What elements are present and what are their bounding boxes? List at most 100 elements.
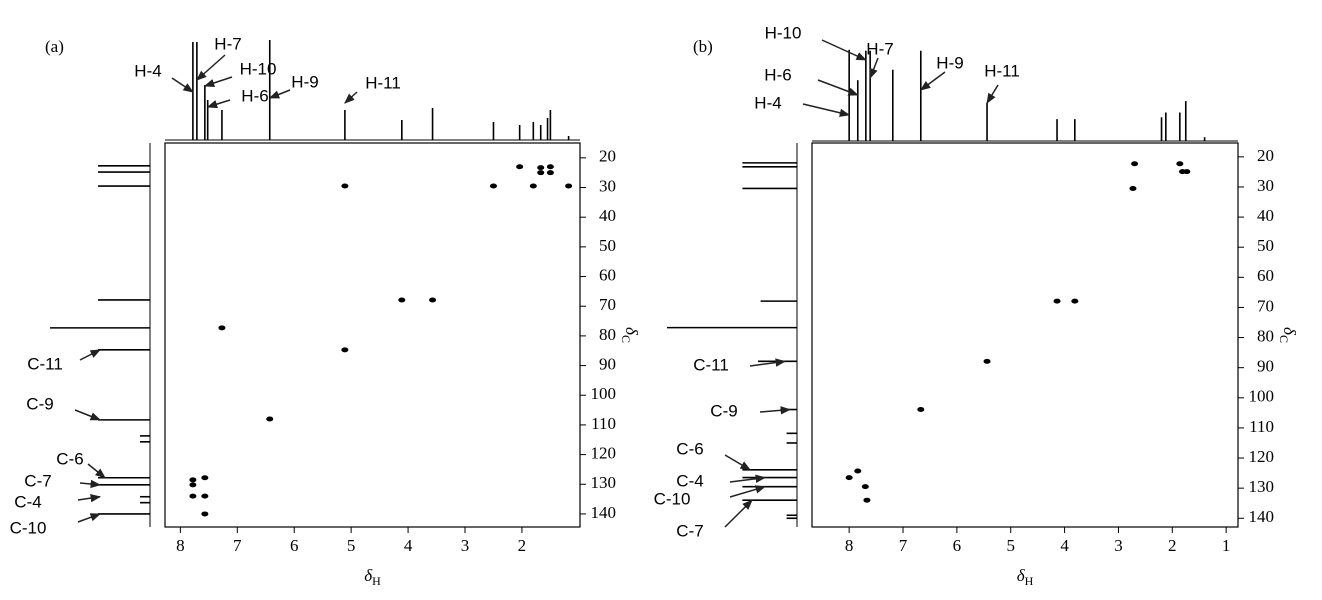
- x-tick-label: 5: [347, 536, 356, 555]
- c-annotation: C-7: [24, 471, 51, 490]
- annotation-arrow: [821, 39, 867, 61]
- x-tick-label: 7: [899, 536, 908, 555]
- c-annotation: C-11: [27, 354, 63, 373]
- annotation-arrow: [203, 76, 233, 88]
- y-tick-label: 50: [1257, 236, 1274, 255]
- x-tick-label: 6: [953, 536, 962, 555]
- y-tick-label: 40: [1257, 206, 1274, 225]
- annotation-arrow: [206, 99, 231, 109]
- cross-peak: [201, 493, 209, 499]
- annotation-arrow: [759, 406, 792, 415]
- y-axis-subscript: C: [1277, 335, 1291, 343]
- c-annotation: C-6: [676, 439, 703, 458]
- panel-label: (a): [45, 37, 64, 56]
- h-annotation: H-6: [241, 86, 268, 105]
- plot-frame: [811, 142, 1239, 528]
- cross-peak: [917, 407, 925, 413]
- annotation-arrow: [74, 409, 101, 421]
- h-annotation: H-11: [365, 73, 401, 92]
- annotation-arrow: [986, 84, 999, 104]
- x-axis-label: δH: [364, 566, 381, 588]
- y-tick-label: 130: [591, 473, 617, 492]
- annotation-arrow: [869, 57, 879, 79]
- y-axis-label: δC: [619, 327, 641, 343]
- y-tick-label: 80: [599, 325, 616, 344]
- cross-peak: [546, 170, 554, 176]
- y-tick-label: 80: [1257, 326, 1274, 345]
- x-axis-subscript: H: [372, 574, 381, 588]
- h-annotation: H-9: [936, 53, 963, 72]
- annotation-arrow: [749, 358, 787, 367]
- cross-peak: [218, 325, 226, 331]
- x-tick-label: 8: [845, 536, 854, 555]
- h-annotation: H-6: [764, 65, 791, 84]
- annotation-arrow: [196, 54, 226, 81]
- cross-peak: [845, 475, 853, 481]
- cross-peak: [1129, 185, 1137, 191]
- x-tick-label: 3: [461, 536, 470, 555]
- annotation-arrow: [729, 485, 767, 498]
- y-tick-label: 30: [1257, 176, 1274, 195]
- annotation-arrow: [268, 89, 291, 99]
- y-tick-label: 90: [599, 354, 616, 373]
- cross-peak: [983, 358, 991, 364]
- cross-peak: [189, 477, 197, 483]
- cross-peak: [863, 497, 871, 503]
- h-annotation: H-11: [984, 61, 1020, 80]
- annotation-arrow: [724, 454, 751, 471]
- annotation-arrow: [802, 103, 851, 117]
- cross-peak: [1071, 298, 1079, 304]
- cross-peak: [1131, 161, 1139, 167]
- annotation-arrow: [87, 463, 106, 479]
- x-axis-label: δH: [1017, 566, 1034, 588]
- c-annotation: C-7: [676, 521, 703, 540]
- cross-peak: [266, 416, 274, 422]
- annotation-arrow: [729, 474, 767, 483]
- c-annotation: C-4: [14, 492, 41, 511]
- h-annotation: H-10: [240, 59, 277, 78]
- y-tick-label: 70: [599, 295, 616, 314]
- y-tick-label: 140: [1249, 507, 1275, 526]
- x-tick-label: 3: [1114, 536, 1123, 555]
- x-axis-symbol: δ: [1017, 566, 1026, 585]
- x-tick-label: 8: [176, 536, 185, 555]
- annotation-arrow: [77, 493, 102, 503]
- c-annotation: C-10: [10, 518, 47, 537]
- x-axis-symbol: δ: [364, 566, 373, 585]
- c-annotation: C-11: [693, 355, 729, 374]
- h-annotation: H-7: [214, 34, 241, 53]
- y-axis-symbol: δ: [622, 327, 641, 336]
- y-tick-label: 110: [1249, 417, 1274, 436]
- cross-peak: [429, 297, 437, 303]
- h-annotation: H-4: [754, 93, 781, 112]
- y-tick-label: 120: [591, 443, 617, 462]
- c-annotation: C-4: [676, 471, 703, 490]
- cross-peak: [565, 183, 573, 189]
- y-axis-subscript: C: [619, 335, 633, 343]
- panel-label: (b): [693, 37, 713, 56]
- plot-frame: [164, 142, 581, 528]
- y-tick-label: 60: [1257, 266, 1274, 285]
- cross-peak: [201, 475, 209, 481]
- cross-peak: [398, 297, 406, 303]
- annotation-arrow: [724, 499, 753, 528]
- y-tick-label: 110: [591, 414, 616, 433]
- cross-peak: [341, 183, 349, 189]
- y-tick-label: 100: [591, 384, 617, 403]
- y-tick-label: 120: [1249, 447, 1275, 466]
- cross-peak: [861, 484, 869, 490]
- cross-peak: [854, 468, 862, 474]
- annotation-arrow: [77, 513, 101, 523]
- cross-peak: [1053, 298, 1061, 304]
- y-axis-symbol: δ: [1280, 327, 1299, 336]
- cross-peak: [537, 170, 545, 176]
- c-annotation: C-9: [710, 401, 737, 420]
- y-tick-label: 20: [599, 147, 616, 166]
- x-tick-label: 6: [290, 536, 299, 555]
- y-tick-label: 130: [1249, 477, 1275, 496]
- cross-peak: [1183, 169, 1191, 175]
- h-annotation: H-9: [291, 72, 318, 91]
- h-annotation: H-7: [866, 39, 893, 58]
- cross-peak: [546, 164, 554, 170]
- y-tick-label: 40: [599, 206, 616, 225]
